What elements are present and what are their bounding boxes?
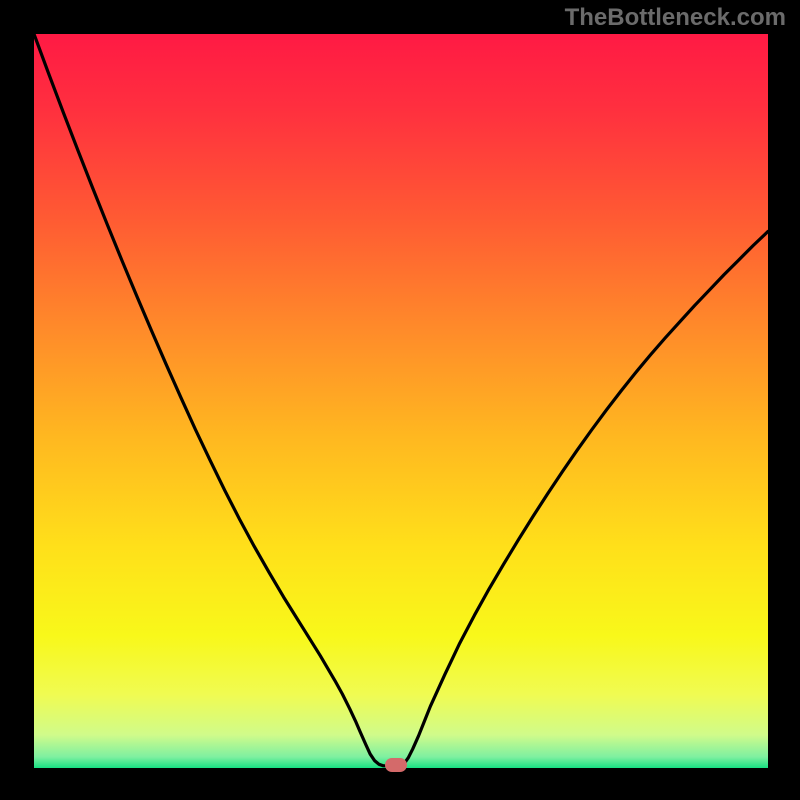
optimal-point-marker [385, 758, 407, 772]
watermark-text: TheBottleneck.com [565, 4, 786, 32]
chart-frame: TheBottleneck.com [0, 0, 800, 800]
bottleneck-curve [34, 34, 768, 768]
plot-area [34, 34, 768, 768]
